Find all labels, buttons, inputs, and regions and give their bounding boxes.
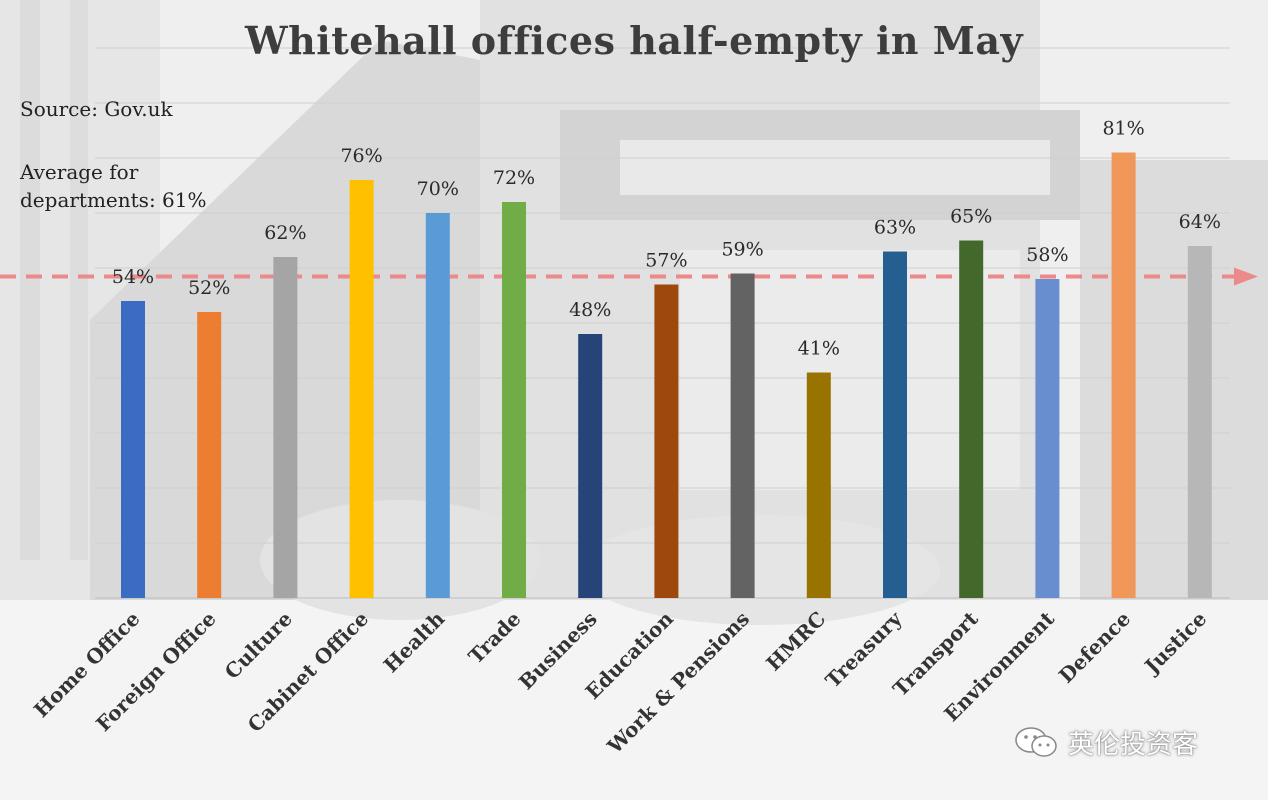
value-label: 57% [645, 250, 687, 272]
value-label: 76% [340, 145, 382, 167]
bar [425, 213, 450, 598]
watermark-text: 英伦投资客 [1068, 729, 1199, 760]
category-label: Defence [1054, 607, 1135, 688]
value-label: 63% [874, 217, 916, 239]
value-label: 59% [721, 239, 763, 261]
source-note: Source: Gov.uk [20, 97, 173, 121]
value-label: 81% [1102, 118, 1144, 140]
value-label: 64% [1179, 211, 1221, 233]
value-label: 62% [264, 222, 306, 244]
value-label: 41% [798, 338, 840, 360]
value-label: 52% [188, 277, 230, 299]
value-label: 58% [1026, 244, 1068, 266]
chart-title: Whitehall offices half-empty in May [244, 18, 1024, 63]
category-label: HMRC [761, 607, 830, 676]
category-label: Work & Pensions [602, 607, 754, 759]
bar [1035, 279, 1060, 598]
bar [806, 372, 831, 598]
value-label: 72% [493, 167, 535, 189]
value-label: 70% [417, 178, 459, 200]
value-label: 48% [569, 299, 611, 321]
bar [197, 312, 222, 598]
bar [121, 301, 145, 598]
bar [502, 202, 526, 598]
bar [273, 257, 298, 598]
bar [883, 251, 907, 598]
watermark: 英伦投资客 [1012, 722, 1198, 762]
bar [1111, 152, 1136, 598]
average-note-line2: departments: 61% [20, 188, 207, 212]
bar [578, 334, 603, 598]
average-line-arrowhead [1234, 267, 1258, 286]
wechat-icon [1015, 727, 1057, 757]
value-label: 54% [112, 266, 154, 288]
category-label: Health [379, 606, 450, 677]
bar [959, 240, 984, 598]
bar [730, 273, 755, 598]
value-label: 65% [950, 206, 992, 228]
bar [349, 180, 374, 598]
bar [654, 284, 679, 598]
bar [1187, 246, 1212, 598]
average-note-line1: Average for [20, 160, 139, 184]
average-note: Average for departments: 61% [20, 158, 270, 214]
value-labels: 54% 52% 62% 76% 70% 72% 48% 57% 59% 41% 63% 65% 58% 8… [112, 118, 1221, 360]
category-label: Trade [464, 607, 526, 669]
category-label: Justice [1138, 607, 1211, 680]
bars [121, 152, 1212, 598]
category-label: Culture [220, 607, 297, 684]
average-line-group [0, 267, 1258, 286]
